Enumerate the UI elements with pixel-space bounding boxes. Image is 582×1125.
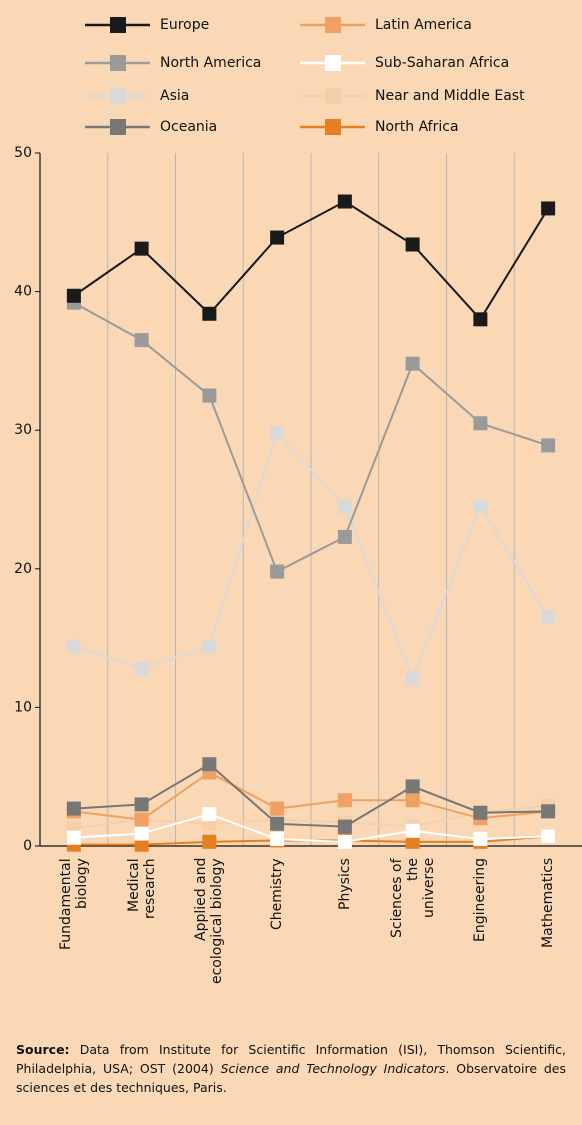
point	[405, 834, 420, 849]
point	[473, 312, 488, 327]
source-text: . Observatoire des sciences et des techn…	[16, 1061, 566, 1095]
legend-label: North Africa	[375, 119, 459, 135]
x-tick-label: Applied and ecological biology	[193, 858, 226, 984]
point	[541, 201, 556, 216]
legend-marker	[110, 17, 126, 33]
legend-label: Europe	[160, 17, 209, 33]
point	[337, 194, 352, 209]
series-line	[73, 771, 549, 821]
point	[66, 639, 81, 654]
point	[541, 829, 556, 844]
point	[134, 837, 149, 852]
legend-marker	[325, 17, 341, 33]
point	[473, 416, 488, 431]
point	[541, 610, 556, 625]
x-tick-label: Physics	[336, 858, 353, 910]
legend-label: Sub-Saharan Africa	[375, 55, 509, 71]
point	[202, 306, 217, 321]
legend-label: Oceania	[160, 119, 217, 135]
x-tick-label: Fundamental biology	[57, 858, 90, 950]
y-tick-label: 10	[14, 699, 32, 715]
point	[405, 237, 420, 252]
point	[337, 819, 352, 834]
legend-label: Latin America	[375, 17, 472, 33]
point	[270, 816, 285, 831]
point	[405, 793, 420, 808]
point	[473, 832, 488, 847]
point	[405, 671, 420, 686]
point	[405, 356, 420, 371]
x-tick-label: Engineering	[472, 858, 489, 942]
point	[473, 499, 488, 514]
point	[337, 834, 352, 849]
x-tick-label: Medical research	[125, 858, 158, 919]
x-tick-label: Mathematics	[540, 858, 557, 949]
point	[270, 832, 285, 847]
y-tick-label: 20	[14, 561, 32, 577]
point	[134, 241, 149, 256]
series-line	[73, 431, 549, 682]
point	[66, 801, 81, 816]
point	[270, 230, 285, 245]
series-line	[73, 301, 549, 573]
source-title: Science and Technology Indicators	[220, 1061, 446, 1076]
legend-label: Near and Middle East	[375, 88, 525, 104]
y-tick-label: 30	[14, 422, 32, 438]
point	[134, 826, 149, 841]
y-tick-label: 0	[23, 838, 32, 854]
y-tick-label: 40	[14, 284, 32, 300]
series-line	[73, 813, 549, 843]
legend-marker	[110, 119, 126, 135]
point	[270, 564, 285, 579]
point	[270, 425, 285, 440]
point	[337, 529, 352, 544]
point	[541, 804, 556, 819]
legend-label: Asia	[160, 88, 189, 104]
source-note: Source: Data from Institute for Scientif…	[16, 1040, 566, 1097]
point	[134, 333, 149, 348]
point	[270, 801, 285, 816]
point	[134, 797, 149, 812]
point	[473, 805, 488, 820]
series-line	[73, 762, 549, 828]
point	[66, 288, 81, 303]
legend-marker	[110, 55, 126, 71]
point	[405, 823, 420, 838]
legend-marker	[325, 119, 341, 135]
point	[541, 438, 556, 453]
point	[202, 388, 217, 403]
x-tick-label: Sciences of the universe	[388, 858, 437, 938]
point	[202, 757, 217, 772]
source-label: Source:	[16, 1042, 70, 1057]
legend-marker	[325, 88, 341, 104]
y-tick-label: 50	[14, 145, 32, 161]
point	[337, 499, 352, 514]
source-text: Data from Institute for Scientific Infor…	[16, 1042, 566, 1076]
point	[66, 830, 81, 845]
point	[202, 807, 217, 822]
point	[337, 793, 352, 808]
legend-marker	[110, 88, 126, 104]
x-tick-label: Chemistry	[269, 858, 286, 930]
point	[134, 812, 149, 827]
series-line	[73, 200, 549, 321]
point	[202, 834, 217, 849]
point	[202, 639, 217, 654]
point	[134, 661, 149, 676]
legend-label: North America	[160, 55, 261, 71]
point	[405, 779, 420, 794]
legend-marker	[325, 55, 341, 71]
